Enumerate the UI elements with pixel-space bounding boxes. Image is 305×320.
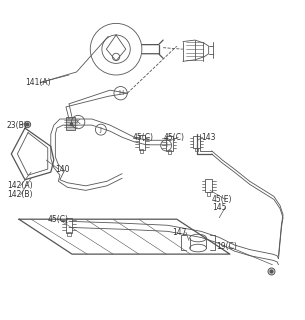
Text: K: K (76, 119, 80, 125)
Text: 45(C): 45(C) (133, 133, 154, 142)
Text: 141(A): 141(A) (25, 78, 51, 87)
Text: I: I (165, 142, 167, 148)
Bar (66, 117, 75, 130)
Bar (195, 148, 198, 151)
Bar (66, 218, 72, 233)
Bar (140, 149, 143, 153)
Text: 45(E): 45(E) (212, 195, 232, 204)
Bar (67, 232, 70, 236)
Text: 142(A): 142(A) (7, 181, 32, 190)
Text: H: H (118, 90, 123, 96)
Bar (207, 192, 210, 196)
Text: 23(B): 23(B) (7, 121, 27, 130)
Text: 19(C): 19(C) (216, 242, 237, 251)
Text: 45(C): 45(C) (163, 133, 184, 142)
Text: 143: 143 (201, 133, 216, 142)
Bar (193, 136, 199, 148)
Text: 145: 145 (212, 203, 226, 212)
Bar (166, 136, 173, 151)
Bar (138, 135, 145, 150)
Text: 45(C): 45(C) (48, 215, 69, 224)
Text: 140: 140 (55, 164, 70, 174)
Text: 147: 147 (172, 228, 187, 237)
Text: 142(B): 142(B) (7, 190, 32, 199)
Bar (205, 179, 212, 193)
Text: J: J (100, 127, 102, 132)
Bar (168, 150, 171, 154)
